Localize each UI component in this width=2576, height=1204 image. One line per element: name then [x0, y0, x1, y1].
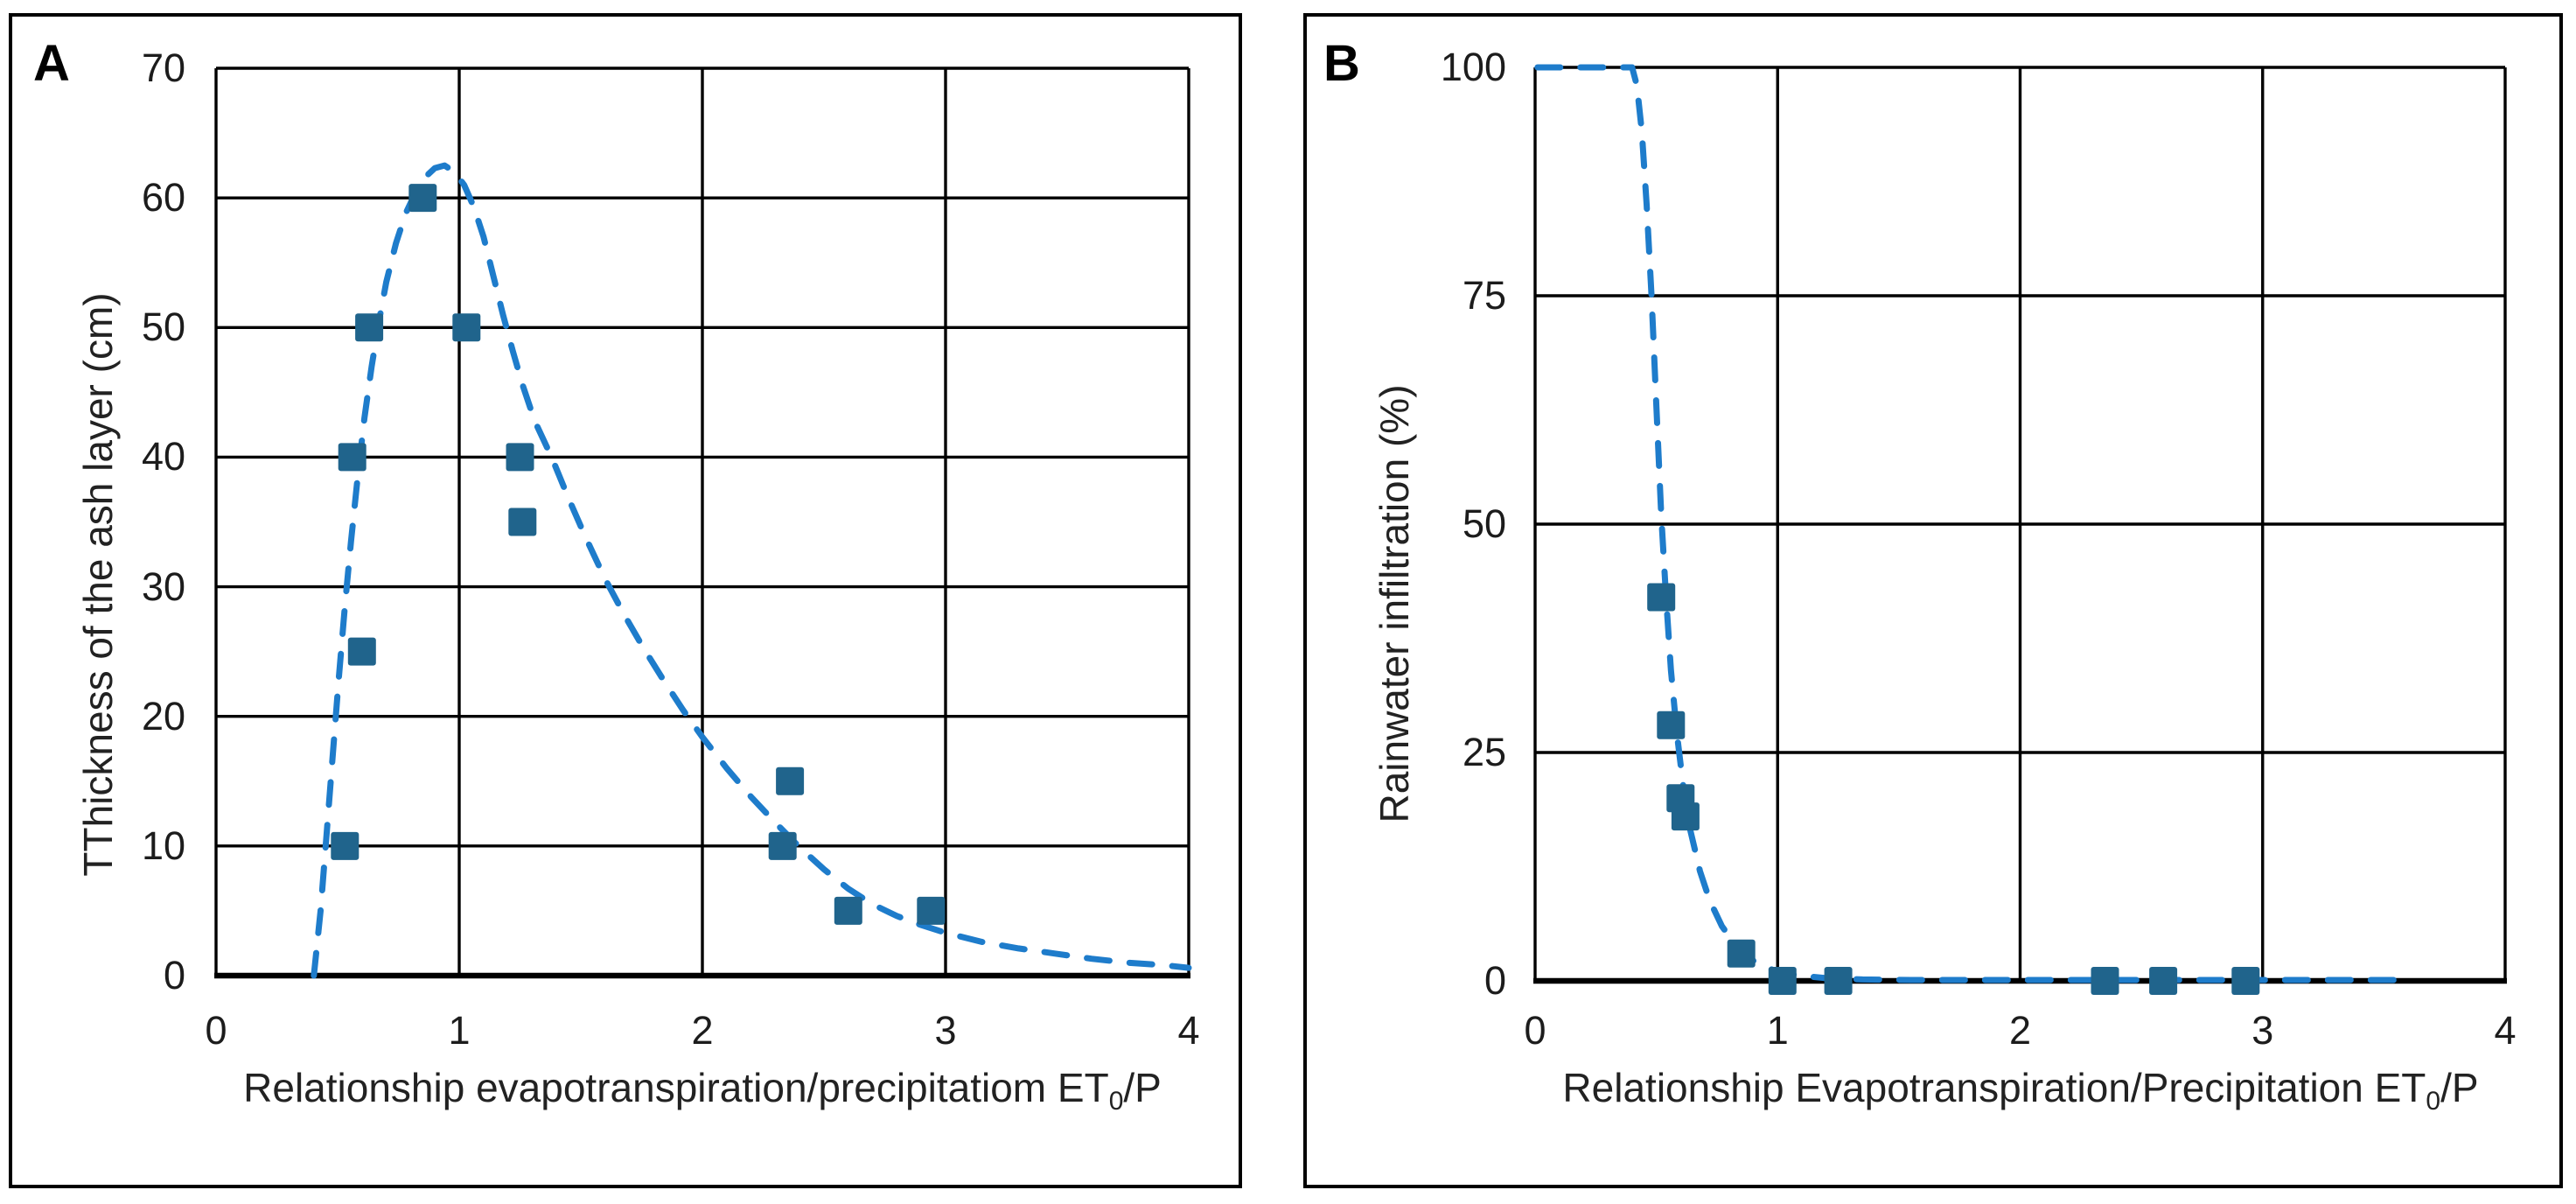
x-axis-title-a: Relationship evapotranspiration/precipit… — [243, 1064, 1162, 1116]
data-point — [1647, 583, 1676, 612]
y-tick-label: 100 — [1440, 45, 1506, 89]
x-tick-label: 2 — [691, 1008, 714, 1053]
y-tick-label: 50 — [141, 304, 185, 350]
data-point — [508, 508, 537, 536]
y-tick-label: 20 — [141, 693, 185, 738]
x-tick-label: 3 — [934, 1008, 957, 1053]
panel-label-a: A — [33, 35, 70, 92]
y-tick-label: 25 — [1462, 730, 1506, 774]
data-point — [2091, 967, 2119, 995]
panel-b-frame — [1303, 13, 2563, 1188]
x-axis-title-b-text: Relationship Evapotranspiration/Precipit… — [1562, 1065, 2426, 1110]
x-tick-label: 1 — [1766, 1008, 1789, 1053]
x-axis-title-a-suffix: /P — [1123, 1065, 1162, 1110]
x-tick-label: 0 — [1524, 1008, 1546, 1053]
y-tick-label: 50 — [1462, 501, 1506, 546]
x-axis-title-a-subscript: 0 — [1108, 1087, 1124, 1116]
y-tick-label: 40 — [141, 434, 185, 480]
panel-a-frame — [9, 13, 1242, 1188]
panel-label-b: B — [1323, 35, 1360, 92]
x-axis-title-b-suffix: /P — [2440, 1065, 2479, 1110]
y-tick-label: 75 — [1462, 273, 1506, 318]
y-tick-label: 70 — [141, 46, 185, 90]
data-point — [355, 313, 384, 342]
x-axis-title-b-subscript: 0 — [2426, 1087, 2441, 1116]
y-tick-label: 10 — [141, 822, 185, 868]
data-point — [331, 831, 360, 860]
x-tick-label: 2 — [2008, 1008, 2032, 1053]
data-point — [1657, 710, 1686, 739]
data-point — [347, 637, 376, 666]
data-point — [2149, 967, 2178, 995]
y-tick-label: 30 — [141, 564, 185, 609]
data-point — [506, 443, 534, 472]
x-tick-label: 3 — [2251, 1008, 2274, 1053]
trend-curve-b — [1534, 64, 2405, 984]
data-point — [452, 313, 481, 342]
x-tick-label: 4 — [2494, 1008, 2517, 1053]
data-point — [1768, 967, 1797, 995]
data-point — [2231, 967, 2260, 995]
y-tick-label: 60 — [141, 175, 185, 220]
data-point — [834, 896, 862, 925]
data-point — [1727, 939, 1756, 968]
x-tick-label: 4 — [1177, 1008, 1200, 1053]
x-axis-title-a-text: Relationship evapotranspiration/precipit… — [243, 1065, 1109, 1110]
data-point — [338, 443, 367, 472]
data-point — [408, 184, 437, 213]
y-tick-label: 0 — [1483, 958, 1506, 1003]
y-tick-label: 0 — [163, 953, 185, 998]
trend-curve-a — [311, 162, 1192, 979]
data-point — [776, 766, 805, 795]
x-axis-title-b: Relationship Evapotranspiration/Precipit… — [1562, 1064, 2479, 1116]
data-point — [1824, 967, 1853, 995]
data-point — [1671, 802, 1700, 831]
x-tick-label: 0 — [205, 1008, 227, 1053]
x-tick-label: 1 — [448, 1008, 471, 1053]
data-point — [917, 896, 946, 925]
data-point — [768, 831, 797, 860]
